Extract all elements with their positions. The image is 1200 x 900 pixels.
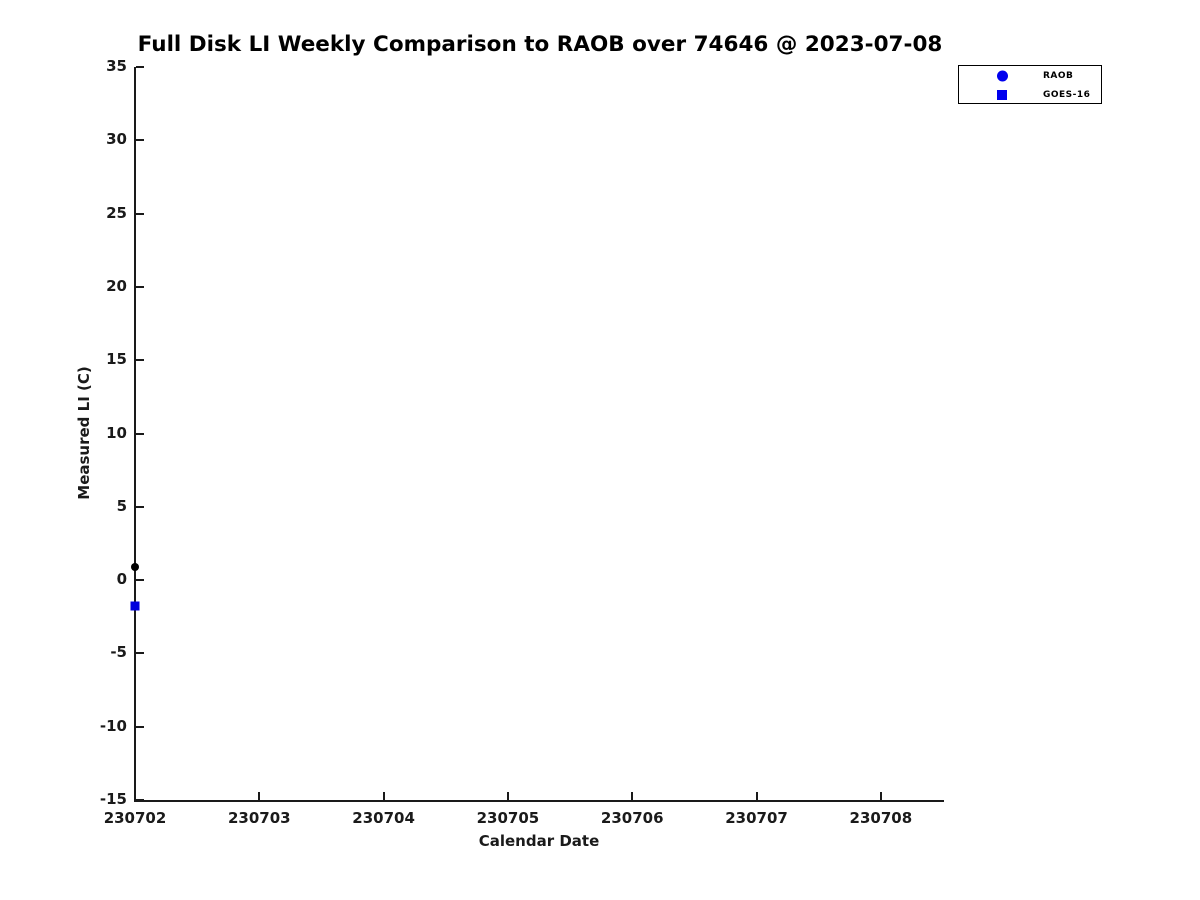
y-tick — [136, 725, 144, 728]
y-tick — [136, 579, 144, 582]
y-tick-label: -5 — [110, 643, 127, 662]
y-axis-label: Measured LI (C) — [75, 366, 93, 500]
y-tick-label: -15 — [99, 790, 127, 808]
y-tick-label: 25 — [106, 203, 127, 222]
legend-label: RAOB — [1043, 70, 1074, 81]
y-tick-label: 15 — [106, 350, 127, 369]
legend: RAOB GOES-16 — [958, 65, 1102, 104]
y-axis-spine — [134, 67, 136, 802]
x-axis-label: Calendar Date — [478, 832, 600, 850]
x-tick-label: 230707 — [725, 809, 788, 827]
y-tick — [136, 285, 144, 288]
y-tick-label: 30 — [106, 130, 127, 149]
x-tick-label: 230708 — [849, 809, 913, 827]
legend-marker-circle-icon — [997, 70, 1008, 81]
plot-area — [135, 67, 943, 800]
y-tick-label: 0 — [116, 570, 127, 589]
y-tick-label: 35 — [106, 57, 127, 75]
legend-row: GOES-16 — [959, 85, 1101, 104]
y-tick-label: 5 — [116, 496, 127, 515]
chart-title: Full Disk LI Weekly Comparison to RAOB o… — [137, 32, 943, 57]
y-tick-label: -10 — [99, 716, 127, 735]
y-tick — [136, 66, 144, 68]
x-tick-label: 230704 — [352, 809, 415, 827]
x-tick-label: 230706 — [600, 809, 664, 827]
y-tick — [136, 652, 144, 655]
x-axis-spine — [134, 800, 944, 802]
y-tick-label: 10 — [106, 423, 127, 442]
x-tick — [631, 792, 634, 800]
data-point-raob — [131, 562, 139, 571]
y-tick — [136, 505, 144, 508]
x-tick-label: 230702 — [103, 809, 167, 827]
y-tick — [136, 432, 144, 435]
x-tick — [879, 792, 882, 800]
y-tick — [136, 799, 144, 801]
x-tick — [506, 792, 509, 800]
legend-row: RAOB — [959, 66, 1101, 85]
legend-marker-square-icon — [997, 89, 1007, 100]
y-tick — [136, 139, 144, 142]
x-tick — [258, 792, 261, 800]
legend-label: GOES-16 — [1043, 89, 1091, 100]
data-point-goes-16 — [130, 601, 140, 611]
x-tick-label: 230703 — [227, 809, 291, 827]
y-tick — [136, 359, 144, 362]
x-tick-label: 230705 — [476, 809, 540, 827]
x-tick — [382, 792, 385, 800]
x-tick — [755, 792, 758, 800]
y-tick-label: 20 — [106, 276, 127, 295]
y-tick — [136, 212, 144, 215]
